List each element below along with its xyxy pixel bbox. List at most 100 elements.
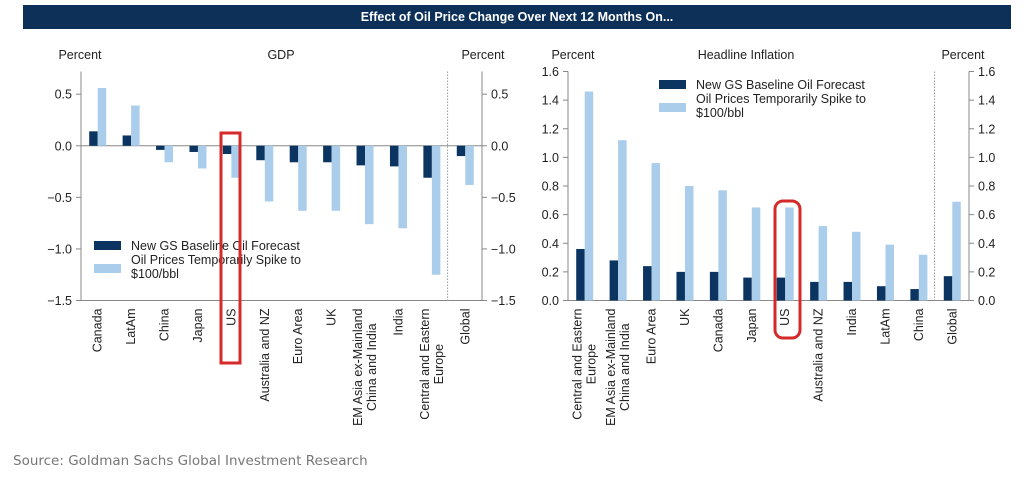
x-tick-label-line: China xyxy=(912,308,926,341)
x-tick-label: India xyxy=(845,308,859,335)
x-tick-label: Global xyxy=(458,309,472,345)
x-tick-label-line: US xyxy=(778,309,792,326)
bar-spike xyxy=(584,91,594,301)
y-tick-label-left: −0.5 xyxy=(47,191,72,205)
x-tick-label: Australia and NZ xyxy=(812,308,826,401)
bar-spike xyxy=(618,140,627,301)
us-highlight-box xyxy=(773,199,802,340)
y-tick-label-right: −1.5 xyxy=(491,294,516,308)
legend-label-baseline: New GS Baseline Oil Forecast xyxy=(696,78,865,92)
y-tick-label-right: 0.5 xyxy=(491,88,508,102)
x-tick-label: Global xyxy=(945,309,959,345)
legend-label-baseline: New GS Baseline Oil Forecast xyxy=(131,239,300,253)
x-tick-label: UK xyxy=(325,308,339,326)
bar-baseline xyxy=(89,131,98,146)
y-tick-label-left: −1.0 xyxy=(47,242,72,256)
x-tick-label-line: UK xyxy=(678,308,692,326)
bar-baseline xyxy=(743,277,752,301)
bar-spike xyxy=(952,201,961,301)
y-tick-label-right: 1.0 xyxy=(978,151,995,165)
bar-baseline xyxy=(676,271,685,301)
y-tick-label-right: −0.5 xyxy=(491,191,516,205)
y-tick-label-left: −1.5 xyxy=(47,294,72,308)
x-tick-label-line: China and India xyxy=(618,323,632,411)
y-tick-label-right: 0.2 xyxy=(978,265,995,279)
x-tick-label-line: Central and Eastern xyxy=(571,308,585,419)
x-tick-label: China xyxy=(912,308,926,341)
y-tick-label-right: 0.6 xyxy=(978,208,995,222)
x-tick-label: Euro Area xyxy=(645,308,659,364)
x-tick-label: US xyxy=(224,309,238,326)
bar-spike xyxy=(885,244,894,301)
y-tick-label-left: 1.6 xyxy=(542,65,559,79)
y-tick-label-left: 0.0 xyxy=(55,139,72,153)
x-tick-label: UK xyxy=(678,308,692,326)
bar-spike xyxy=(751,207,761,301)
x-tick-label-line: Europe xyxy=(432,344,446,384)
x-tick-label-line: Euro Area xyxy=(291,308,305,364)
bar-spike xyxy=(331,145,341,211)
y-tick-label-left: 0.5 xyxy=(55,88,72,102)
x-tick-label: China xyxy=(158,308,172,341)
legend-label-spike-line2: $100/bbl xyxy=(131,267,179,281)
y-tick-label-right: 0.0 xyxy=(978,294,995,308)
bar-baseline xyxy=(389,145,399,167)
legend-label-spike-line1: Oil Prices Temporarily Spike to xyxy=(696,92,866,106)
x-tick-label-line: Central and Eastern xyxy=(418,308,432,419)
y-axis-label-right: Percent xyxy=(941,48,985,62)
bar-spike xyxy=(818,226,828,301)
y-tick-label-left: 0.2 xyxy=(542,265,559,279)
x-tick-label-line: EM Asia ex-Mainland xyxy=(604,308,618,425)
bar-baseline xyxy=(643,266,652,301)
bar-spike xyxy=(651,163,661,301)
x-tick-label: LatAm xyxy=(124,309,138,345)
bar-spike xyxy=(97,88,107,146)
bar-spike xyxy=(465,145,474,185)
y-tick-label-right: 1.4 xyxy=(978,94,995,108)
bar-baseline xyxy=(810,281,819,301)
y-tick-label-left: 0.4 xyxy=(542,237,559,251)
legend-swatch-baseline xyxy=(659,80,686,89)
x-tick-label-line: Japan xyxy=(745,308,759,342)
bar-spike xyxy=(918,254,928,301)
x-tick-label: Euro Area xyxy=(291,308,305,364)
y-axis-label-left: Percent xyxy=(58,48,102,62)
x-tick-label-line: LatAm xyxy=(124,309,138,345)
x-tick-label: Central and Eastern Europe xyxy=(571,308,599,419)
legend-label-spike-line2: $100/bbl xyxy=(696,106,744,120)
x-tick-label-line: Global xyxy=(458,309,472,345)
legend-swatch-spike xyxy=(659,103,686,112)
x-tick-label-line: Australia and NZ xyxy=(258,308,272,401)
bar-spike xyxy=(718,190,727,301)
x-tick-label: India xyxy=(391,308,405,335)
chart-subtitle: GDP xyxy=(267,48,294,62)
x-tick-label: Japan xyxy=(745,308,759,342)
y-tick-label-right: 1.2 xyxy=(978,122,995,136)
x-tick-label-line: India xyxy=(845,308,859,335)
bar-spike xyxy=(264,145,274,202)
bar-baseline xyxy=(843,281,853,301)
bar-spike xyxy=(398,145,407,229)
bar-baseline xyxy=(943,276,953,301)
y-tick-label-left: 1.2 xyxy=(542,122,559,136)
x-tick-label-line: Global xyxy=(945,309,959,345)
bar-baseline xyxy=(456,145,466,157)
x-tick-label: Australia and NZ xyxy=(258,308,272,401)
bar-baseline xyxy=(576,248,585,301)
x-tick-label: EM Asia ex-Mainland China and India xyxy=(604,308,632,425)
y-tick-label-left: 0.0 xyxy=(542,294,559,308)
bar-baseline xyxy=(423,145,432,178)
x-tick-label-line: US xyxy=(224,309,238,326)
x-tick-label-line: China and India xyxy=(365,323,379,411)
bar-baseline xyxy=(876,286,886,301)
x-tick-label: US xyxy=(778,309,792,326)
bar-spike xyxy=(197,145,207,169)
y-tick-label-right: 0.0 xyxy=(491,139,508,153)
bar-spike xyxy=(231,145,240,178)
bar-baseline xyxy=(289,145,299,163)
bar-spike xyxy=(785,207,794,301)
bar-spike xyxy=(852,231,861,301)
x-tick-label: Central and Eastern Europe xyxy=(418,308,446,419)
y-tick-label-left: 0.6 xyxy=(542,208,559,222)
